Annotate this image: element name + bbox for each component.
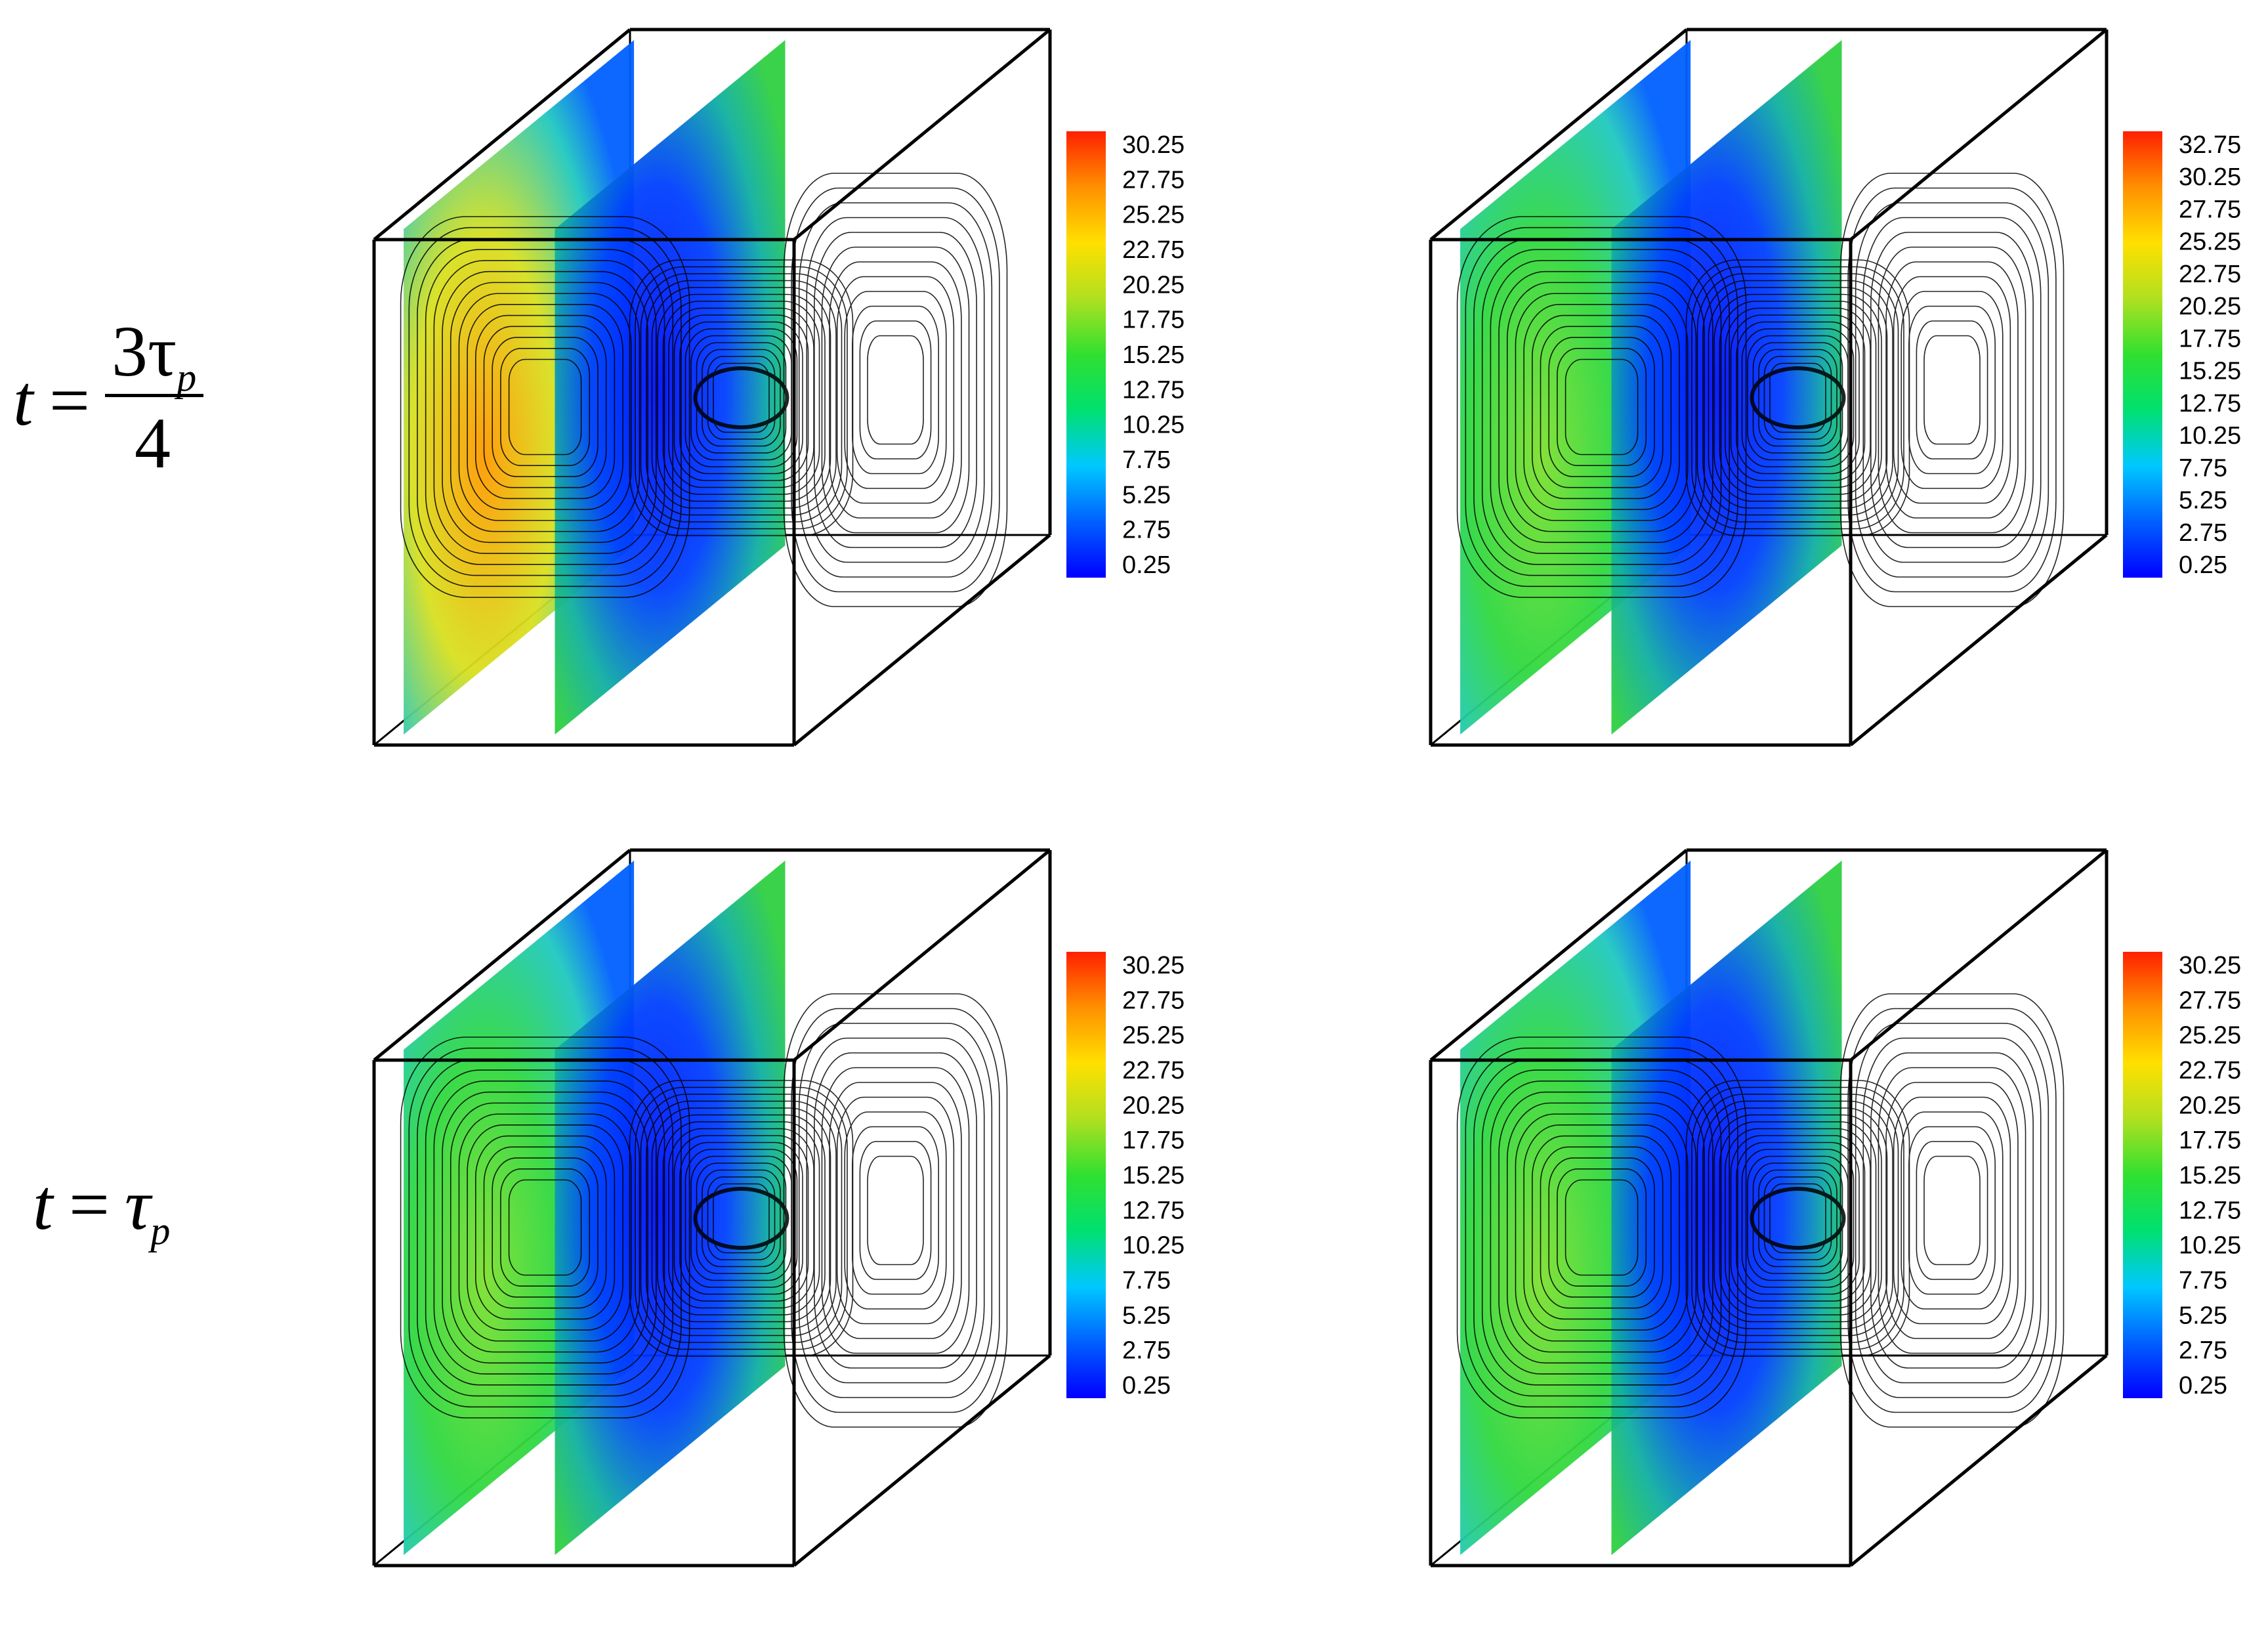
- colorbar: 30.25 27.75 25.25 22.75 20.25 17.75 15.25 12.75…: [1066, 952, 1185, 1399]
- colorbar-tick-label: 15.25: [1122, 341, 1185, 369]
- slice-mid-plane: [555, 861, 786, 1555]
- panel-bottom-right: 30.25 27.75 25.25 22.75 20.25 17.75 15.25 12.75…: [1404, 834, 2268, 1589]
- colorbar-gradient: [2123, 131, 2162, 578]
- colorbar-gradient: [2123, 952, 2162, 1398]
- colorbar-tick-label: 20.25: [2179, 293, 2241, 320]
- colorbar-tick-label: 32.75: [2179, 131, 2241, 159]
- colorbar-tick-label: 7.75: [2179, 1267, 2227, 1294]
- colorbar-tick-label: 0.25: [1122, 1372, 1171, 1399]
- colorbar-tick-label: 12.75: [1122, 376, 1185, 404]
- colorbar-tick-label: 22.75: [1122, 1057, 1185, 1084]
- panel-bottom-left: 30.25 27.75 25.25 22.75 20.25 17.75 15.25 12.75…: [348, 834, 1332, 1589]
- colorbar-tick-label: 5.25: [1122, 481, 1171, 509]
- colorbar-tick-label: 0.25: [2179, 1372, 2227, 1399]
- slice-mid-plane: [555, 40, 786, 735]
- colorbar-tick-label: 2.75: [1122, 1337, 1171, 1365]
- streamlines: [400, 173, 1008, 607]
- colorbar-tick-label: 17.75: [2179, 1127, 2241, 1155]
- colorbar-tick-label: 7.75: [2179, 454, 2227, 482]
- colorbar-tick-label: 22.75: [1122, 236, 1185, 264]
- flow-visualization: 32.75 30.25 27.75 25.25 22.75 20.25 17.75 15.25…: [1429, 28, 2241, 747]
- colorbar: 30.25 27.75 25.25 22.75 20.25 17.75 15.25 12.75…: [1066, 131, 1185, 579]
- colorbar-tick-label: 12.75: [1122, 1197, 1185, 1224]
- streamlines: [400, 993, 1008, 1428]
- label-t: t: [13, 360, 33, 440]
- flow-visualization: 30.25 27.75 25.25 22.75 20.25 17.75 15.25 12.75…: [372, 28, 1185, 747]
- label-numerator: 3τp: [112, 311, 197, 399]
- label-equals: =: [69, 1164, 110, 1245]
- colorbar-tick-label: 27.75: [2179, 196, 2241, 223]
- colorbar-tick-label: 17.75: [1122, 307, 1185, 334]
- colorbar-tick-label: 17.75: [1122, 1127, 1185, 1155]
- colorbar-tick-label: 10.25: [2179, 1232, 2241, 1260]
- colorbar-tick-label: 2.75: [2179, 1337, 2227, 1365]
- bounding-box: [1429, 28, 2109, 747]
- row-label-tau: t = τp: [26, 1155, 223, 1287]
- label-t: t: [33, 1164, 53, 1245]
- colorbar-gradient: [1066, 131, 1106, 578]
- colorbar-tick-label: 0.25: [1122, 551, 1171, 579]
- label-tau: τp: [125, 1164, 171, 1252]
- colorbar-tick-label: 5.25: [2179, 487, 2227, 515]
- colorbar-tick-label: 30.25: [2179, 952, 2241, 979]
- colorbar-tick-label: 12.75: [2179, 1197, 2241, 1224]
- colorbar-tick-label: 27.75: [1122, 987, 1185, 1014]
- colorbar-tick-label: 25.25: [1122, 1022, 1185, 1050]
- colorbar-tick-label: 27.75: [1122, 166, 1185, 194]
- panel-top-left: 30.25 27.75 25.25 22.75 20.25 17.75 15.25 12.75…: [348, 13, 1332, 768]
- colorbar-tick-label: 25.25: [2179, 1022, 2241, 1050]
- colorbar-tick-label: 2.75: [1122, 517, 1171, 544]
- colorbar: 30.25 27.75 25.25 22.75 20.25 17.75 15.25 12.75…: [2123, 952, 2241, 1399]
- colorbar-tick-label: 20.25: [1122, 271, 1185, 299]
- slice-mid-plane: [1611, 861, 1842, 1555]
- colorbar-tick-label: 0.25: [2179, 551, 2227, 579]
- colorbar-tick-label: 27.75: [2179, 987, 2241, 1014]
- streamlines: [1456, 993, 2065, 1428]
- streamlines: [1456, 173, 2065, 607]
- row-label-3tau-over-4: t = 3τp 4: [7, 276, 217, 486]
- colorbar-tick-label: 5.25: [1122, 1302, 1171, 1329]
- colorbar-tick-label: 10.25: [2179, 422, 2241, 450]
- colorbar-tick-label: 15.25: [1122, 1162, 1185, 1189]
- colorbar-tick-label: 20.25: [1122, 1092, 1185, 1119]
- slice-mid-plane: [1611, 40, 1842, 735]
- colorbar-tick-label: 25.25: [1122, 202, 1185, 229]
- colorbar-tick-label: 25.25: [2179, 228, 2241, 256]
- colorbar-tick-label: 22.75: [2179, 261, 2241, 288]
- colorbar-tick-label: 30.25: [1122, 131, 1185, 159]
- colorbar-tick-label: 5.25: [2179, 1302, 2227, 1329]
- colorbar-tick-label: 15.25: [2179, 358, 2241, 385]
- colorbar-tick-label: 2.75: [2179, 519, 2227, 547]
- bounding-box: [372, 28, 1052, 747]
- colorbar-tick-label: 30.25: [1122, 952, 1185, 979]
- colorbar-tick-label: 17.75: [2179, 325, 2241, 352]
- fraction-bar: [105, 394, 203, 397]
- colorbar-gradient: [1066, 952, 1106, 1398]
- label-equals: =: [49, 360, 91, 440]
- bounding-box: [372, 848, 1052, 1568]
- panel-top-right: 32.75 30.25 27.75 25.25 22.75 20.25 17.75 15.25…: [1404, 13, 2268, 768]
- colorbar-tick-label: 7.75: [1122, 1267, 1171, 1294]
- colorbar-tick-label: 22.75: [2179, 1057, 2241, 1084]
- colorbar-tick-label: 15.25: [2179, 1162, 2241, 1189]
- bounding-box: [1429, 848, 2109, 1568]
- colorbar-tick-label: 7.75: [1122, 446, 1171, 474]
- flow-visualization: 30.25 27.75 25.25 22.75 20.25 17.75 15.25 12.75…: [1429, 848, 2241, 1568]
- colorbar-tick-label: 10.25: [1122, 412, 1185, 439]
- flow-visualization: 30.25 27.75 25.25 22.75 20.25 17.75 15.25 12.75…: [372, 848, 1185, 1568]
- colorbar-tick-label: 20.25: [2179, 1092, 2241, 1119]
- label-denominator: 4: [135, 403, 171, 483]
- colorbar-tick-label: 30.25: [2179, 163, 2241, 191]
- colorbar-tick-label: 12.75: [2179, 390, 2241, 417]
- colorbar: 32.75 30.25 27.75 25.25 22.75 20.25 17.75 15.25…: [2123, 131, 2241, 579]
- colorbar-tick-label: 10.25: [1122, 1232, 1185, 1260]
